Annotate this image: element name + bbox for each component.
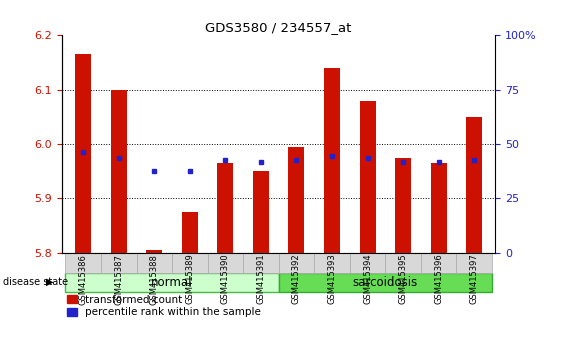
Text: GSM415386: GSM415386: [79, 253, 88, 304]
Bar: [146, 250, 162, 253]
Bar: [65, 253, 101, 273]
Legend: transformed count, percentile rank within the sample: transformed count, percentile rank withi…: [67, 295, 261, 318]
Text: normal: normal: [151, 276, 193, 289]
Bar: [279, 273, 492, 292]
Bar: [324, 68, 340, 253]
Bar: [395, 158, 411, 253]
Bar: [457, 253, 492, 273]
Bar: [172, 253, 208, 273]
Text: ▶: ▶: [46, 277, 53, 287]
Text: GSM415392: GSM415392: [292, 253, 301, 304]
Text: sarcoidosis: sarcoidosis: [352, 276, 418, 289]
Bar: [360, 101, 376, 253]
Text: GSM415390: GSM415390: [221, 253, 230, 304]
Title: GDS3580 / 234557_at: GDS3580 / 234557_at: [205, 21, 352, 34]
Bar: [75, 55, 91, 253]
Bar: [253, 171, 269, 253]
Bar: [350, 253, 385, 273]
Bar: [65, 273, 279, 292]
Text: GSM415395: GSM415395: [399, 253, 408, 304]
Bar: [314, 253, 350, 273]
Text: GSM415396: GSM415396: [434, 253, 443, 304]
Bar: [243, 253, 279, 273]
Text: GSM415397: GSM415397: [470, 253, 479, 304]
Bar: [466, 117, 482, 253]
Text: GSM415388: GSM415388: [150, 253, 159, 304]
Text: GSM415393: GSM415393: [328, 253, 337, 304]
Text: GSM415387: GSM415387: [114, 253, 123, 304]
Text: GSM415394: GSM415394: [363, 253, 372, 304]
Bar: [208, 253, 243, 273]
Bar: [182, 212, 198, 253]
Bar: [137, 253, 172, 273]
Bar: [385, 253, 421, 273]
Bar: [101, 253, 137, 273]
Text: GSM415389: GSM415389: [185, 253, 194, 304]
Text: disease state: disease state: [3, 277, 68, 287]
Text: GSM415391: GSM415391: [256, 253, 265, 304]
Bar: [217, 163, 234, 253]
Bar: [279, 253, 314, 273]
Bar: [431, 163, 446, 253]
Bar: [111, 90, 127, 253]
Bar: [288, 147, 305, 253]
Bar: [421, 253, 457, 273]
